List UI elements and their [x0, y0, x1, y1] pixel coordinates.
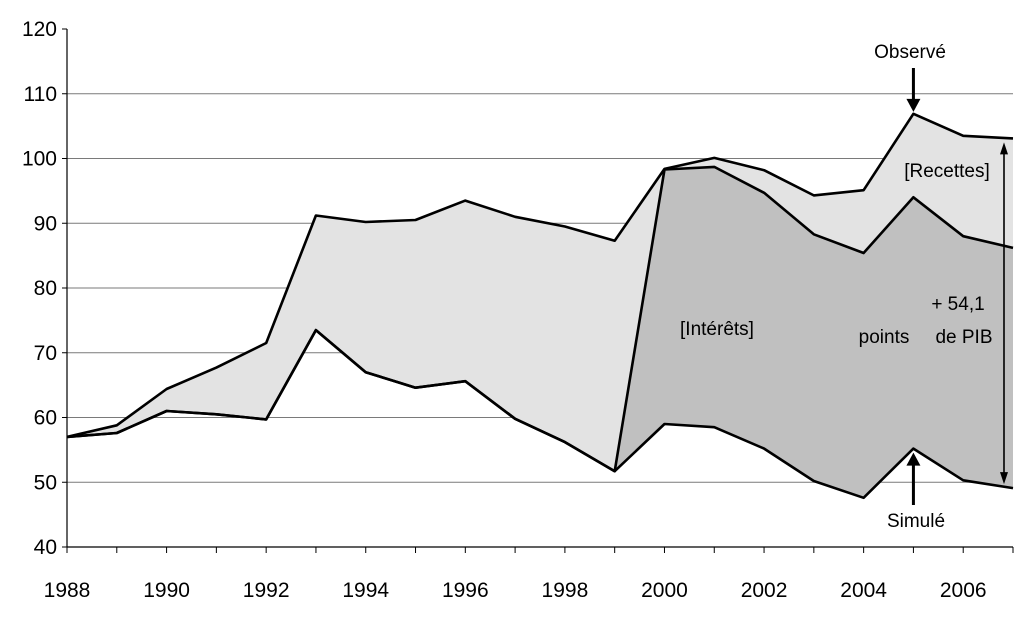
y-tick-label: 60: [34, 407, 57, 430]
series-lines: [66, 112, 1014, 500]
gap-unit-label-b: de PIB: [935, 327, 992, 348]
x-tick-label: 1990: [143, 579, 190, 602]
y-tick-label: 90: [34, 212, 57, 235]
observed-series-line: [66, 112, 1014, 439]
x-tick-label: 2000: [641, 579, 688, 602]
y-tick-label: 70: [34, 342, 57, 365]
observed-label: Observé: [874, 42, 946, 63]
gap-value-label: + 54,1: [931, 294, 984, 315]
simulated-series-line: [66, 328, 1014, 500]
annotations: Observé Simulé [Recettes] [Intérêts] + 5…: [680, 42, 992, 532]
x-tick-label: 1988: [44, 579, 91, 602]
simulated-arrow-head: [906, 452, 921, 466]
x-tick-label: 1996: [442, 579, 489, 602]
simulated-label: Simulé: [887, 511, 945, 532]
x-tick-label: 2004: [840, 579, 887, 602]
y-tick-label: 40: [34, 536, 57, 559]
interets-band: [67, 166, 1013, 498]
y-axis-tick-labels: 40 50 60 70 80 90 100 110 120: [22, 18, 57, 559]
y-tick-label: 120: [22, 18, 57, 41]
gap-arrow-head-bottom: [1000, 472, 1008, 485]
y-tick-label: 110: [24, 83, 57, 106]
y-tick-label: 50: [34, 471, 57, 494]
x-tick-label: 1992: [243, 579, 290, 602]
x-tick-label: 1994: [342, 579, 389, 602]
axes: [62, 28, 1014, 553]
x-tick-label: 2006: [940, 579, 987, 602]
arrows: [906, 68, 1008, 505]
x-tick-label: 1998: [542, 579, 589, 602]
recettes-label: [Recettes]: [904, 161, 990, 182]
y-tick-label: 100: [22, 148, 57, 171]
y-tick-label: 80: [34, 277, 57, 300]
gap-arrow-head-top: [1000, 142, 1008, 155]
observed-arrow-head: [906, 98, 921, 112]
x-tick-label: 2002: [741, 579, 788, 602]
interets-label: [Intérêts]: [680, 319, 754, 340]
x-axis-tick-labels: 1988 1990 1992 1994 1996 1998 2000 2002 2004 2006: [44, 579, 987, 602]
gap-unit-label-a: points: [859, 327, 910, 348]
